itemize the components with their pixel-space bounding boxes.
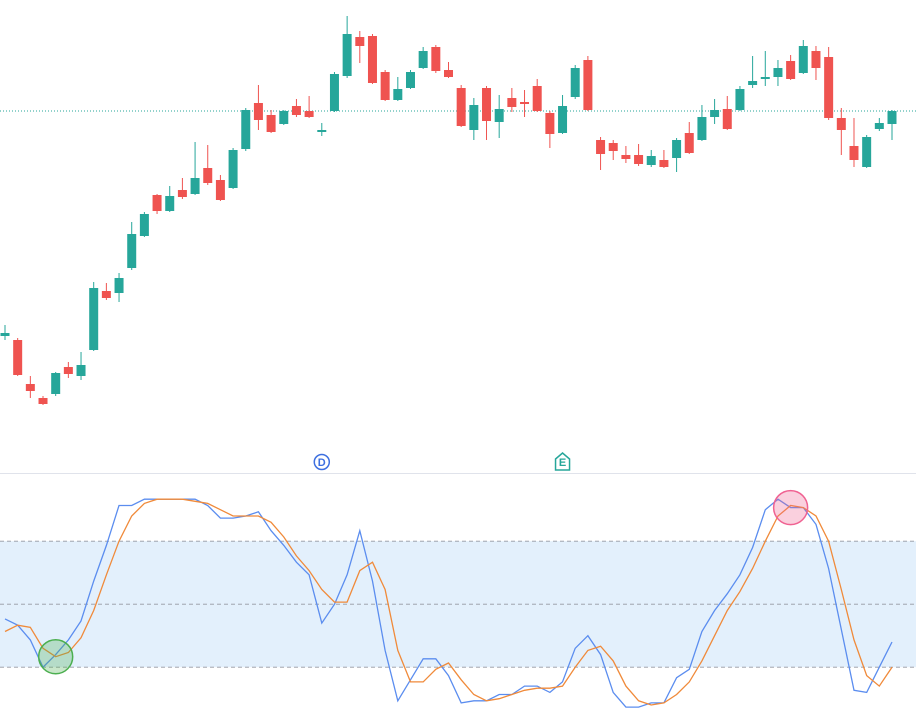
candle-body xyxy=(646,156,656,165)
candle-body xyxy=(659,160,669,167)
candle-body xyxy=(748,81,758,85)
candle-body xyxy=(291,106,301,115)
candle-body xyxy=(101,291,111,298)
candle-body xyxy=(798,46,808,73)
candle-body xyxy=(672,140,682,158)
candle-body xyxy=(570,68,580,97)
event-label: E xyxy=(559,457,566,469)
candle-body xyxy=(304,111,314,117)
candle-body xyxy=(89,288,99,350)
candle-body xyxy=(735,89,745,110)
candle-body xyxy=(405,72,415,88)
candle-body xyxy=(342,34,352,76)
candle-body xyxy=(0,333,10,336)
candle-body xyxy=(507,98,517,107)
candle-body xyxy=(317,130,327,132)
candle-body xyxy=(494,109,504,122)
candle-body xyxy=(215,180,225,200)
candle-body xyxy=(887,111,897,124)
candle-body xyxy=(811,51,821,68)
candle-body xyxy=(444,70,453,77)
oscillator-line xyxy=(4,498,893,708)
candle-body xyxy=(456,88,466,126)
candle-body xyxy=(773,68,783,77)
candle-body xyxy=(836,118,846,130)
candle-body xyxy=(786,61,796,79)
candle-body xyxy=(63,367,73,374)
candle-body xyxy=(874,123,884,129)
candle-body xyxy=(482,88,492,121)
candle-body xyxy=(684,133,694,153)
signal-marker xyxy=(37,638,74,675)
candle-body xyxy=(393,89,403,100)
candle-body xyxy=(608,143,618,151)
candle-body xyxy=(760,77,770,79)
candle-body xyxy=(532,86,542,111)
candle-body xyxy=(51,373,61,394)
candle-body xyxy=(228,150,238,188)
candle-body xyxy=(545,113,555,134)
candle-body xyxy=(152,195,162,211)
candle-body xyxy=(38,398,48,404)
candle-body xyxy=(697,117,707,140)
candle-body xyxy=(469,105,479,130)
candle-body xyxy=(418,51,428,68)
candle-body xyxy=(76,365,86,376)
candle-body xyxy=(621,155,631,159)
candle-body xyxy=(849,146,859,160)
candle-body xyxy=(329,74,339,111)
candle-body xyxy=(520,102,530,104)
candle-body xyxy=(596,140,606,154)
candle-body xyxy=(431,47,441,71)
candle-body xyxy=(380,72,390,100)
candle-body xyxy=(634,155,644,164)
candle-body xyxy=(583,60,593,110)
candle-body xyxy=(165,196,175,211)
candle-body xyxy=(367,36,377,83)
candle-body xyxy=(253,103,263,120)
oscillator-line xyxy=(4,498,893,706)
candle-body xyxy=(722,109,732,129)
candle-body xyxy=(13,340,23,375)
candle-body xyxy=(710,110,720,117)
candle-body xyxy=(824,57,834,118)
candle-body xyxy=(203,168,213,183)
event-marker xyxy=(554,452,571,471)
candle-body xyxy=(114,278,124,293)
candle-body xyxy=(266,115,276,132)
candle-body xyxy=(127,234,137,268)
event-label: D xyxy=(318,457,326,469)
candle-body xyxy=(355,37,365,46)
candle-body xyxy=(862,137,872,167)
candle-body xyxy=(190,178,200,194)
candle-body xyxy=(241,110,251,149)
signal-marker xyxy=(772,489,809,526)
candle-body xyxy=(25,384,35,391)
candle-body xyxy=(177,190,187,197)
candle-body xyxy=(139,214,149,236)
event-marker xyxy=(313,453,331,471)
candle-body xyxy=(558,106,568,133)
candle-body xyxy=(279,111,289,124)
